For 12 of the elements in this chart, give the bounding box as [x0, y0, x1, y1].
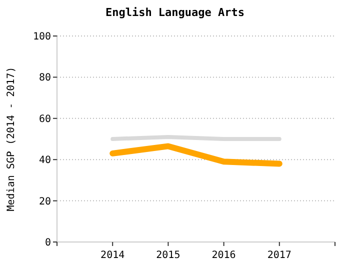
x-tick-label: 2017 [267, 250, 292, 261]
chart-title: English Language Arts [105, 6, 245, 19]
y-axis-title: Median SGP (2014 - 2017) [6, 66, 17, 212]
y-tick-label: 40 [38, 155, 51, 166]
x-tick-label: 2015 [156, 250, 180, 261]
y-tick-label: 100 [32, 32, 51, 42]
y-tick-label: 60 [38, 114, 51, 125]
y-tick-label: 20 [38, 196, 51, 208]
x-tick-label: 2014 [100, 250, 125, 261]
x-tick-label: 2016 [212, 250, 236, 261]
y-tick-label: 0 [44, 238, 51, 248]
y-tick-label: 80 [38, 72, 51, 84]
